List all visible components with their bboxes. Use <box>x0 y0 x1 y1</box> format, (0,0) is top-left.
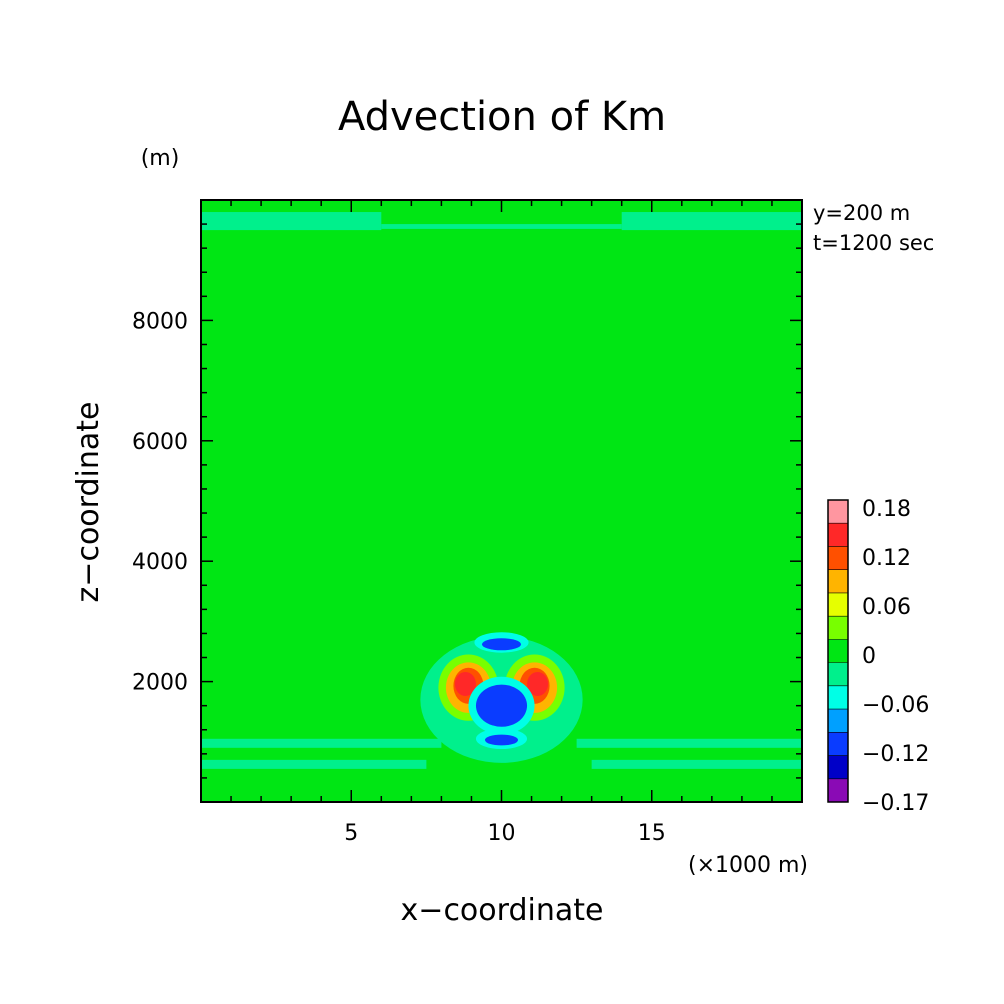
contour-blob-17 <box>475 684 528 727</box>
annotation-y: y=200 m <box>813 201 910 225</box>
x-unit-label: (×1000 m) <box>688 853 808 878</box>
y-tick-label: 8000 <box>132 309 188 334</box>
contour-blob-21 <box>481 638 522 651</box>
colorbar-label: 0.12 <box>862 546 911 571</box>
colorbar-swatch <box>828 662 848 686</box>
colorbar-swatch <box>828 709 848 733</box>
contour-blob-15 <box>527 671 549 697</box>
colorbar-label: −0.17 <box>862 791 929 816</box>
colorbar-label: −0.06 <box>862 693 929 718</box>
colorbar-swatch <box>828 569 848 593</box>
colorbar-swatch <box>828 778 848 802</box>
contour-blob-14 <box>454 671 476 697</box>
x-tick-label: 10 <box>488 821 516 846</box>
colorbar-label: 0.06 <box>862 595 911 620</box>
y-tick-label: 6000 <box>132 430 188 455</box>
colorbar-swatch <box>828 523 848 547</box>
colorbar-label: −0.12 <box>862 742 929 767</box>
chart-title: Advection of Km <box>338 94 666 140</box>
colorbar: 0.18 0.12 0.06 0 −0.06 −0.12 −0.17 <box>827 497 929 816</box>
y-unit-label: (m) <box>141 146 180 171</box>
plot-area <box>201 200 802 802</box>
colorbar-swatch <box>828 639 848 663</box>
colorbar-swatch <box>828 546 848 570</box>
contour-band-6 <box>591 759 802 769</box>
x-axis-label: x−coordinate <box>401 893 604 928</box>
colorbar-swatch <box>828 592 848 617</box>
contour-band-1 <box>621 212 802 231</box>
colorbar-swatch <box>828 616 848 640</box>
axes: 5 10 15 2000 4000 6000 8000 <box>132 199 803 846</box>
contour-band-4 <box>201 759 427 769</box>
contour-band-5 <box>576 738 802 748</box>
y-tick-label: 2000 <box>132 671 188 696</box>
colorbar-frame <box>827 499 849 803</box>
contour-blob-19 <box>484 734 519 746</box>
colorbar-swatch <box>828 732 848 756</box>
colorbar-swatch <box>828 685 848 710</box>
colorbar-swatch <box>828 755 848 779</box>
colorbar-label: 0.18 <box>862 497 911 522</box>
x-tick-label: 5 <box>344 821 358 846</box>
contour-band-3 <box>201 738 442 748</box>
y-tick-label: 4000 <box>132 550 188 575</box>
contour-band-0 <box>201 212 382 231</box>
annotation-t: t=1200 sec <box>813 231 934 255</box>
contour-band-2 <box>381 224 622 229</box>
y-axis-label: z−coordinate <box>71 402 106 603</box>
x-tick-label: 15 <box>638 821 666 846</box>
colorbar-label: 0 <box>862 644 876 669</box>
colorbar-swatch <box>828 500 848 524</box>
